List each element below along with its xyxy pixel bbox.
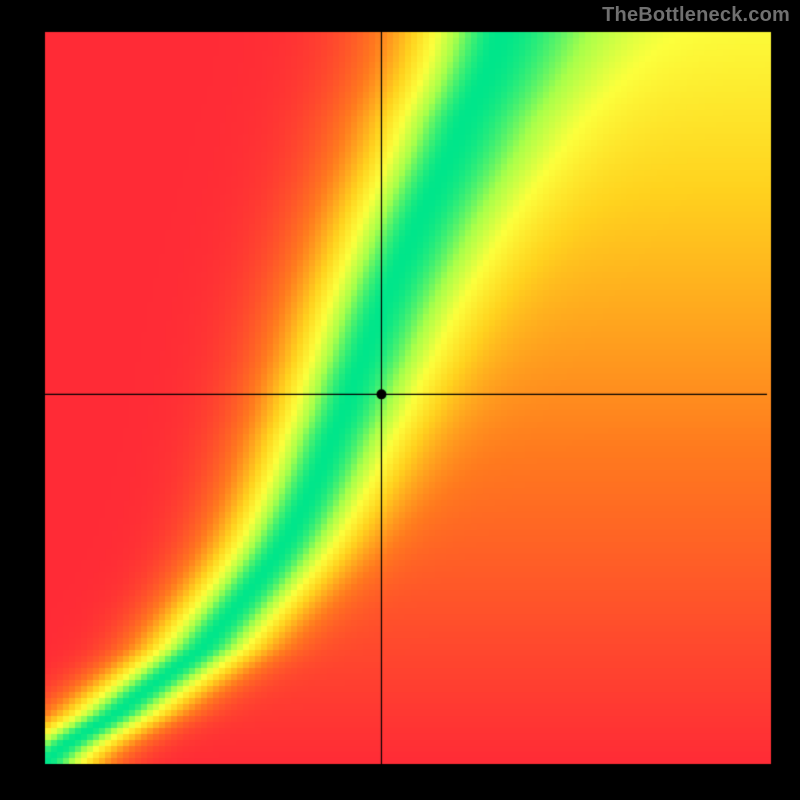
chart-container: TheBottleneck.com [0,0,800,800]
heatmap-canvas [0,0,800,800]
watermark-text: TheBottleneck.com [602,4,790,27]
